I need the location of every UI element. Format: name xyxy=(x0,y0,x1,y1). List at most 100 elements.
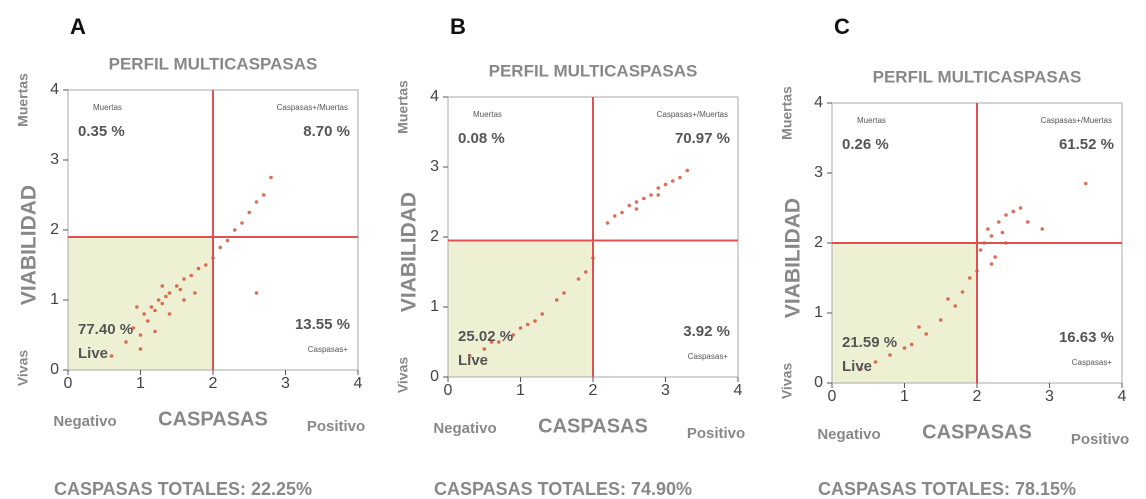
point xyxy=(576,277,581,281)
point xyxy=(554,298,559,302)
x-high-label: Positivo xyxy=(307,418,365,435)
quadrant-name: Live xyxy=(458,352,488,369)
point xyxy=(1004,213,1008,217)
point xyxy=(511,333,516,337)
quadrant-value: 13.55 % xyxy=(295,316,350,333)
y-tick-label: 4 xyxy=(50,81,59,98)
point xyxy=(160,284,165,288)
point xyxy=(269,175,273,180)
point xyxy=(149,305,154,309)
point xyxy=(196,266,201,271)
quadrant-name: Caspasas+/Muertas xyxy=(277,103,348,112)
point xyxy=(153,329,157,334)
point xyxy=(649,193,653,197)
chart-title: PERFIL MULTICASPASAS xyxy=(489,61,698,80)
point xyxy=(909,342,914,347)
point xyxy=(160,301,165,306)
quadrant-value: 77.40 % xyxy=(78,321,133,338)
point xyxy=(627,203,632,208)
y-low-label: Vivas xyxy=(779,363,795,400)
y-tick-label: 1 xyxy=(814,304,823,321)
x-tick-label: 4 xyxy=(1118,388,1127,405)
x-tick-label: 1 xyxy=(900,388,909,405)
point xyxy=(540,312,545,316)
quadrant-value: 70.97 % xyxy=(675,130,730,147)
x-tick-label: 0 xyxy=(828,388,837,405)
y-tick-label: 1 xyxy=(50,291,59,308)
point xyxy=(993,255,997,259)
panel-label: C xyxy=(834,14,850,39)
quadrant-name: Live xyxy=(842,358,872,375)
point xyxy=(178,287,183,292)
quadrant-value: 16.63 % xyxy=(1059,329,1114,346)
point xyxy=(193,291,197,295)
y-tick-label: 3 xyxy=(814,164,823,181)
chart-title: PERFIL MULTICASPASAS xyxy=(109,54,318,73)
y-tick-label: 3 xyxy=(50,151,59,168)
point xyxy=(946,297,950,301)
point xyxy=(670,179,675,183)
point xyxy=(1025,220,1030,224)
quadrant-value: 0.35 % xyxy=(78,123,125,140)
y-tick-label: 3 xyxy=(430,158,439,175)
point xyxy=(1018,206,1023,210)
quadrant-value: 8.70 % xyxy=(303,123,350,140)
point xyxy=(859,367,863,371)
point xyxy=(218,245,223,250)
x-tick-label: 2 xyxy=(209,375,218,392)
point xyxy=(917,325,921,329)
x-tick-label: 4 xyxy=(354,375,363,392)
point xyxy=(1040,227,1045,231)
x-tick-label: 3 xyxy=(1045,388,1054,405)
y-tick-label: 2 xyxy=(814,234,823,251)
point xyxy=(467,354,472,358)
y-low-label: Vivas xyxy=(15,350,31,387)
y-high-label: Muertas xyxy=(395,80,411,134)
quadrant-name: Caspasas+ xyxy=(308,345,349,354)
point xyxy=(525,322,530,327)
point xyxy=(634,200,639,204)
point xyxy=(254,291,259,295)
quadrant-name: Muertas xyxy=(857,116,886,125)
point xyxy=(873,360,878,364)
quadrant-name: Caspasas+ xyxy=(1072,358,1113,367)
point xyxy=(142,312,146,316)
point xyxy=(135,305,139,309)
point xyxy=(167,291,172,295)
point xyxy=(888,353,892,357)
x-low-label: Negativo xyxy=(53,413,116,430)
y-tick-label: 4 xyxy=(814,94,823,111)
quadrant-name: Caspasas+ xyxy=(688,352,729,361)
y-tick-label: 4 xyxy=(430,88,439,105)
quadrant-name: Caspasas+/Muertas xyxy=(1041,116,1112,125)
y-axis-label: VIABILIDAD xyxy=(782,198,805,318)
point xyxy=(605,221,610,225)
point xyxy=(164,294,168,299)
panel-label: A xyxy=(70,14,86,39)
x-tick-label: 2 xyxy=(589,382,598,399)
x-tick-label: 3 xyxy=(661,382,670,399)
quadrant-value: 21.59 % xyxy=(842,334,897,351)
point xyxy=(124,340,128,344)
point xyxy=(953,304,958,308)
point xyxy=(496,340,501,344)
x-low-label: Negativo xyxy=(817,426,880,443)
quadrant-name: Muertas xyxy=(93,103,122,112)
point xyxy=(138,347,143,351)
x-axis-label: CASPASAS xyxy=(158,408,268,430)
point xyxy=(240,221,244,225)
x-tick-label: 1 xyxy=(516,382,525,399)
y-tick-label: 2 xyxy=(430,228,439,245)
x-tick-label: 3 xyxy=(281,375,290,392)
x-tick-label: 2 xyxy=(973,388,982,405)
quadrant-value: 0.08 % xyxy=(458,130,505,147)
point xyxy=(656,193,661,197)
point xyxy=(620,210,624,215)
footer: CASPASAS TOTALES: 22.25% xyxy=(54,479,312,499)
x-tick-label: 1 xyxy=(136,375,145,392)
x-axis-label: CASPASAS xyxy=(922,421,1032,443)
quadrant-value: 0.26 % xyxy=(842,136,889,153)
y-tick-label: 0 xyxy=(814,374,823,391)
